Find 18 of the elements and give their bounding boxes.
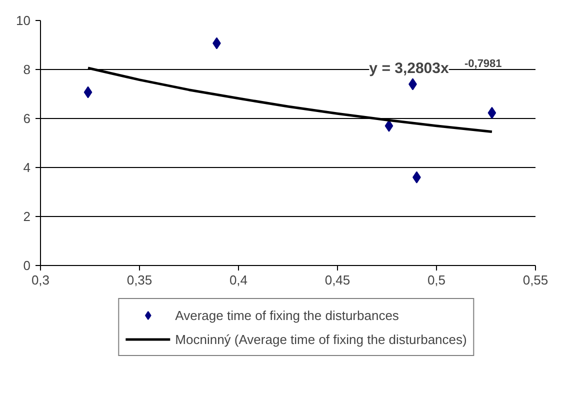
x-tick-label: 0,45 <box>324 272 350 288</box>
y-tick-label: 10 <box>16 13 31 28</box>
y-tick-label: 2 <box>23 209 31 224</box>
point <box>488 106 496 119</box>
legend-label: Mocninný (Average time of fixing the disturbances) <box>175 332 467 346</box>
x-tick-label: 0,5 <box>427 272 446 288</box>
y-tick-label: 8 <box>23 62 31 77</box>
x-tick-label: 0,35 <box>126 272 152 288</box>
legend-label: Average time of fixing the disturbances <box>175 308 399 322</box>
y-tick-label: 4 <box>23 160 31 175</box>
x-tick-label: 0,55 <box>522 272 548 288</box>
y-tick-label: 6 <box>23 111 31 126</box>
annotation: y = 3,2803x-0,7981 <box>369 58 502 77</box>
y-tick-label: 0 <box>23 258 31 273</box>
x-tick-label: 0,4 <box>229 272 248 288</box>
x-tick-label: 0,3 <box>31 272 50 288</box>
point <box>84 86 92 98</box>
point <box>384 120 394 132</box>
